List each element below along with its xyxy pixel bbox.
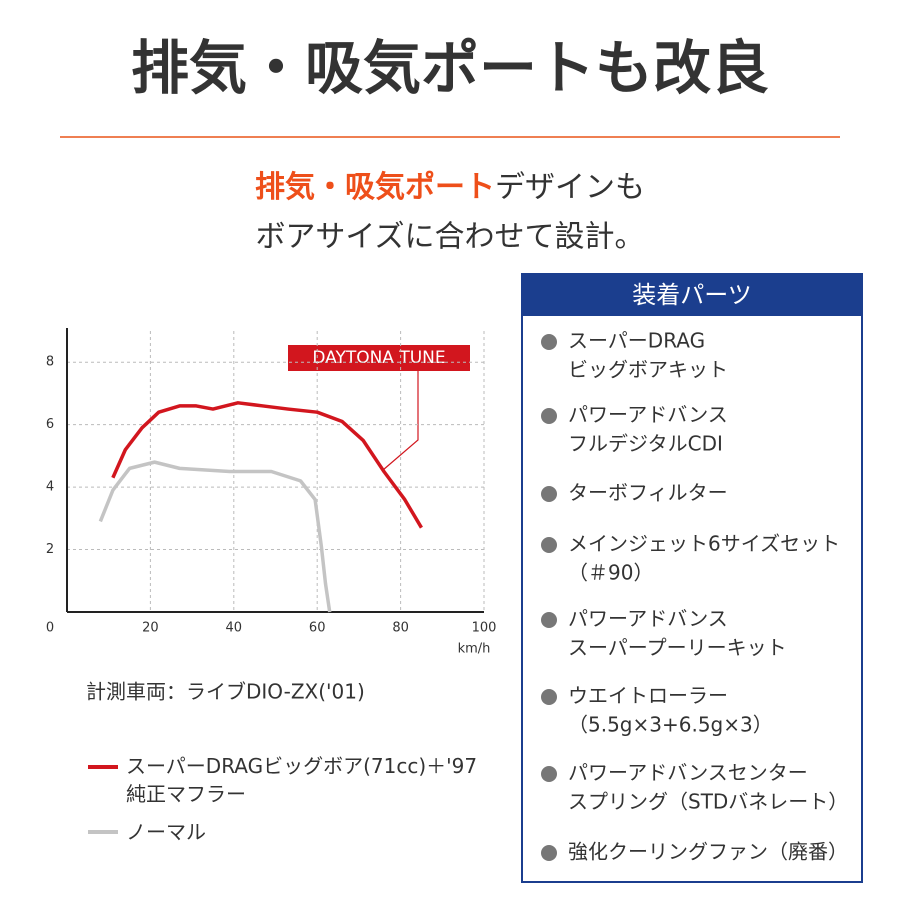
bullet <box>541 537 557 553</box>
annotation-box <box>288 345 470 371</box>
x-axis-label: km/h <box>458 642 491 657</box>
headline: 排気・吸気ポートも改良 <box>131 34 769 102</box>
subtitle-line1: 排気・吸気ポートデザインも <box>255 170 645 205</box>
subtitle-line2: ボアサイズに合わせて設計。 <box>255 220 644 255</box>
bullet <box>541 689 557 705</box>
annotation-leader <box>382 371 419 471</box>
bullet <box>541 612 557 628</box>
part-text: パワーアドバンス <box>568 403 728 427</box>
x-tick-label: 40 <box>226 621 243 636</box>
part-text: 強化クーリングファン（廃番） <box>568 840 848 864</box>
x-tick-label: 100 <box>472 621 497 636</box>
data-line <box>111 401 423 529</box>
legend-text: スーパーDRAGビッグボア(71cc)＋'97純正マフラー <box>126 754 478 806</box>
bullet <box>541 334 557 350</box>
part-text: スーパープーリーキット <box>568 636 787 660</box>
part-text: パワーアドバンスセンター <box>568 761 808 785</box>
y-tick-label: 4 <box>46 480 54 495</box>
x-tick-label: 60 <box>309 621 326 636</box>
part-text: スプリング（STDバネレート） <box>568 790 848 814</box>
part-text: メインジェット6サイズセット <box>568 532 840 556</box>
bullet <box>541 766 557 782</box>
parts-header <box>522 274 862 316</box>
bullet <box>541 408 557 424</box>
x-tick-label: 20 <box>142 621 159 636</box>
part-text: パワーアドバンス <box>568 607 728 631</box>
part-text: フルデジタルCDI <box>568 432 723 456</box>
part-text: （＃90） <box>568 561 653 585</box>
annotation: DAYTONA TUNE <box>312 348 445 368</box>
part-text: スーパーDRAG <box>568 329 705 353</box>
bullet <box>541 845 557 861</box>
parts-title: 装着パーツ <box>632 281 752 309</box>
data-line <box>98 460 332 613</box>
x-tick-label: 0 <box>46 621 54 636</box>
legend-text: ノーマル <box>126 820 206 844</box>
part-text: ターボフィルター <box>568 481 728 505</box>
y-tick-label: 8 <box>46 355 54 370</box>
y-tick-label: 2 <box>46 542 54 557</box>
part-text: （5.5g×3+6.5g×3） <box>568 713 773 737</box>
part-text: ウエイトローラー <box>568 684 728 708</box>
x-tick-label: 80 <box>392 621 409 636</box>
subtitle-highlight: 排気・吸気ポート <box>255 170 495 205</box>
vehicle-note: 計測車両：ライブDIO-ZX('01) <box>86 680 365 704</box>
bullet <box>541 486 557 502</box>
subtitle-rest: デザインも <box>495 170 645 205</box>
part-text: ビッグボアキット <box>568 358 728 382</box>
y-tick-label: 6 <box>46 417 54 432</box>
